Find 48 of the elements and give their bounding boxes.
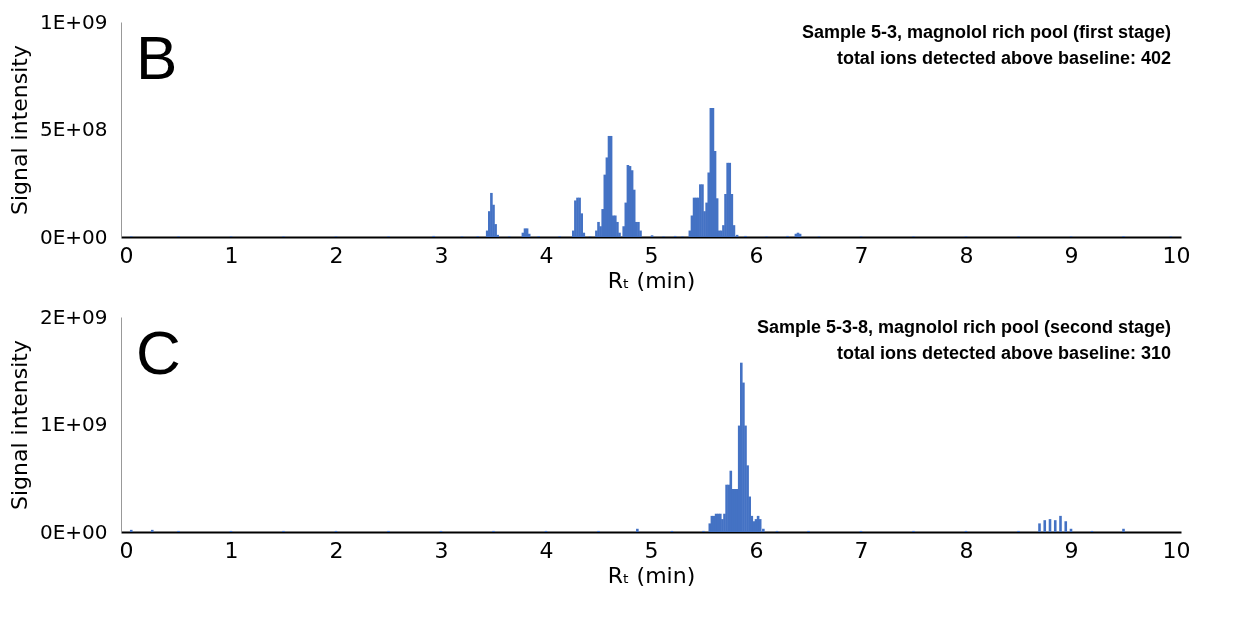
y-tick-label: 0E+00 <box>39 224 108 249</box>
text: total ions detected above baseline: 402 <box>836 48 1171 68</box>
bar <box>1053 520 1057 532</box>
chart-title: Sample 5-3-8, magnolol rich pool (second stage) <box>756 317 1171 337</box>
chart-title: Sample 5-3, magnolol rich pool (first stage) <box>801 22 1171 42</box>
x-tick-label: 2 <box>329 537 344 563</box>
bar <box>758 519 762 532</box>
y-tick-label: 1E+09 <box>39 9 108 34</box>
x-tick-label: 0 <box>119 537 134 563</box>
x-axis-title: Rₜ (min) <box>607 267 696 293</box>
x-tick-label: 0 <box>119 242 134 268</box>
y-axis-title: Signal intensity <box>6 340 32 510</box>
bar <box>129 529 133 532</box>
x-tick-label: 2 <box>329 242 344 268</box>
x-tick-label: 7 <box>854 242 869 268</box>
x-tick-label: 9 <box>1064 537 1079 563</box>
x-tick-label: 10 <box>1162 537 1191 563</box>
x-axis-title: Rₜ (min) <box>607 562 696 588</box>
x-tick-label: 1 <box>224 242 239 268</box>
y-tick-label: 1E+09 <box>39 412 108 436</box>
x-tick-label: 6 <box>749 242 764 268</box>
x-tick-label: 8 <box>959 242 974 268</box>
x-tick-label: 4 <box>539 242 554 268</box>
x-tick-label: 1 <box>224 537 239 563</box>
x-tick-label: 10 <box>1162 242 1191 268</box>
bar <box>636 528 639 532</box>
y-axis-title: Signal intensity <box>6 45 32 215</box>
text: total ions detected above baseline: 310 <box>836 343 1171 363</box>
x-tick-label: 6 <box>749 537 764 563</box>
x-tick-label: 5 <box>644 242 659 268</box>
x-tick-label: 3 <box>434 242 449 268</box>
y-tick-label: 5E+08 <box>39 117 108 141</box>
x-tick-label: 8 <box>959 537 974 563</box>
y-tick-label: 2E+09 <box>39 304 108 329</box>
annotation: B <box>136 23 178 92</box>
bar <box>1059 515 1062 532</box>
bar <box>1064 521 1068 532</box>
x-tick-label: 5 <box>644 537 659 563</box>
bar <box>150 529 154 532</box>
x-tick-label: 3 <box>434 537 449 563</box>
x-tick-label: 9 <box>1064 242 1079 268</box>
y-tick-label: 0E+00 <box>39 519 108 544</box>
x-tick-label: 4 <box>539 537 554 563</box>
bar <box>1122 528 1125 532</box>
bar <box>1038 523 1041 532</box>
annotation: C <box>136 318 181 387</box>
bar <box>1043 520 1047 532</box>
x-tick-label: 7 <box>854 537 869 563</box>
